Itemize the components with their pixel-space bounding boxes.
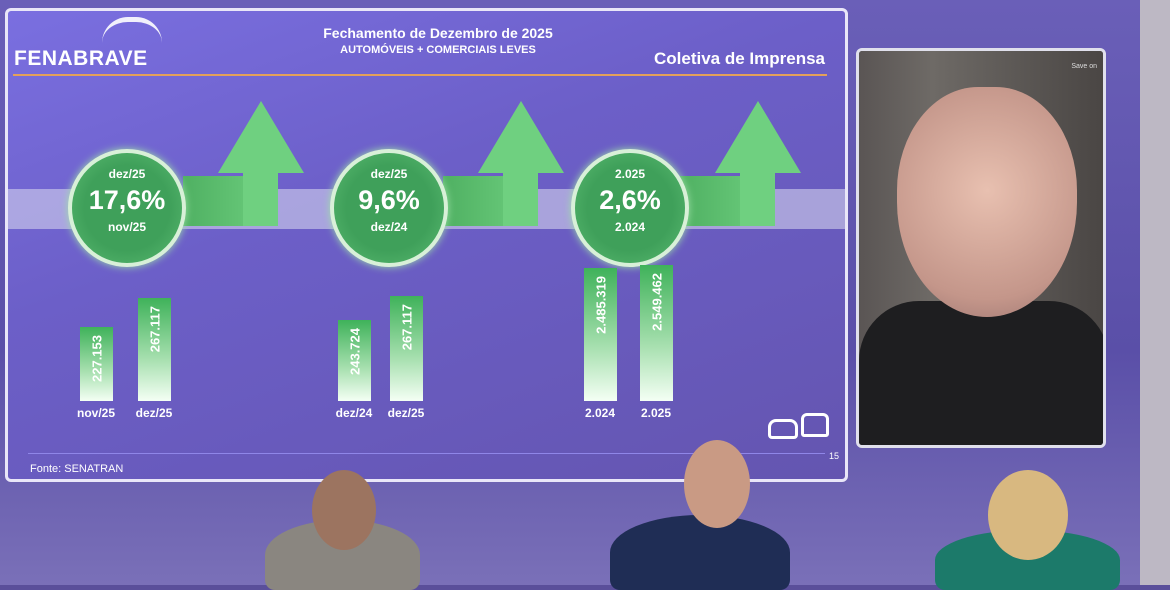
bar: 267.117 — [390, 296, 423, 401]
bar-category-label: 2.024 — [584, 406, 616, 420]
divider — [13, 74, 827, 76]
bar: 2.485.319 — [584, 268, 617, 401]
growth-arrow — [443, 101, 564, 241]
car-icon — [768, 419, 798, 439]
badge-bottom-label: nov/25 — [107, 220, 146, 234]
bar: 2.549.462 — [640, 265, 673, 401]
slide-title: Fechamento de Dezembro de 2025 — [323, 25, 553, 41]
bar-category-label: nov/25 — [76, 406, 115, 420]
growth-badge: dez/25 9,6% dez/24 — [330, 149, 448, 267]
bar-value-label: 227.153 — [89, 334, 104, 382]
bar-value-label: 243.724 — [347, 327, 362, 375]
speaker-shirt — [859, 301, 1103, 445]
slide-tag: Coletiva de Imprensa — [653, 49, 825, 68]
remote-speaker — [897, 87, 1077, 317]
bar-value-label: 267.117 — [399, 304, 414, 351]
video-status: Save on — [1071, 63, 1097, 70]
truck-icon — [801, 413, 829, 437]
bar-value-label: 2.485.319 — [593, 276, 608, 335]
panelist-right-face — [988, 470, 1068, 560]
growth-arrow — [680, 101, 801, 241]
video-call-feed: Save on — [856, 48, 1106, 448]
page-number: 15 — [828, 451, 839, 461]
growth-badge: dez/25 17,6% nov/25 — [68, 149, 186, 267]
badge-top-label: dez/25 — [108, 167, 146, 181]
bar: 243.724 — [338, 319, 371, 401]
bar-value-label: 2.549.462 — [649, 273, 664, 331]
badge-top-label: dez/25 — [370, 167, 408, 181]
side-wall — [1140, 0, 1170, 585]
bar: 227.153 — [80, 326, 113, 401]
growth-percentage: 9,6% — [358, 185, 420, 215]
bar-category-label: dez/25 — [135, 406, 173, 420]
growth-percentage: 17,6% — [88, 185, 166, 215]
badge-bottom-label: dez/24 — [370, 220, 408, 234]
growth-badge: 2.025 2,6% 2.024 — [571, 149, 689, 267]
panelist-left-face — [312, 470, 376, 550]
badge-bottom-label: 2.024 — [614, 220, 646, 234]
bar-category-label: 2.025 — [640, 406, 672, 420]
growth-percentage: 2,6% — [599, 185, 661, 215]
badge-top-label: 2.025 — [614, 167, 646, 181]
bar-category-label: dez/24 — [335, 406, 373, 420]
slide-subtitle: AUTOMÓVEIS + COMERCIAIS LEVES — [340, 44, 536, 56]
bar-category-label: dez/25 — [387, 406, 425, 420]
divider — [28, 453, 825, 454]
growth-arrow — [183, 101, 304, 241]
projected-slide: FENABRAVE Fechamento de Dezembro de 2025… — [5, 8, 848, 482]
bar: 267.117 — [138, 298, 171, 401]
panelist-center-face — [684, 440, 750, 528]
bar-value-label: 267.117 — [147, 306, 162, 353]
source-note: Fonte: SENATRAN — [30, 463, 124, 475]
panelist-center — [610, 515, 790, 590]
